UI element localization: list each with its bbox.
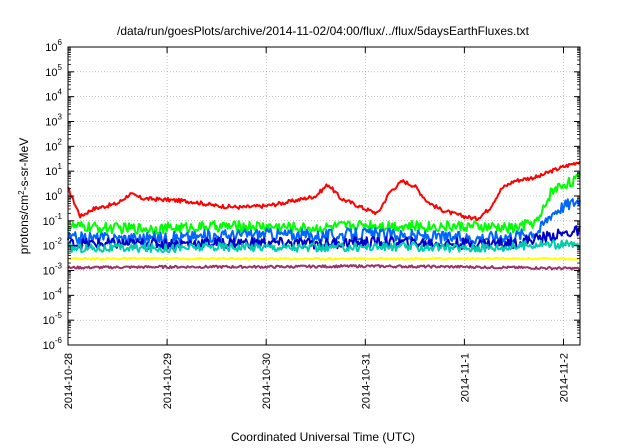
x-axis-label: Coordinated Universal Time (UTC) — [231, 430, 415, 444]
y-tick-label-base: 10 — [45, 92, 57, 104]
x-tick-label: 2014-10-29 — [162, 353, 174, 409]
series-line-6 — [67, 264, 581, 271]
y-tick-label-base: 10 — [43, 216, 55, 228]
y-tick-label-exp: -6 — [55, 336, 63, 345]
y-tick-label-base: 10 — [43, 266, 55, 278]
y-tick-label-base: 10 — [43, 241, 55, 253]
y-tick-label: 10-5 — [43, 311, 63, 327]
x-axis-ticks: 2014-10-28 2014-10-29 2014-10-30 2014-10-31… — [63, 47, 570, 409]
series-line-1 — [67, 173, 581, 235]
data-series — [67, 160, 581, 271]
y-tick-label-base: 10 — [45, 117, 57, 129]
y-tick-label-base: 10 — [45, 141, 57, 153]
y-tick-label-exp: 5 — [58, 63, 63, 72]
y-tick-label-base: 10 — [43, 340, 55, 352]
y-tick-label: 10-1 — [43, 212, 63, 228]
x-tick-label: 2014-10-31 — [360, 353, 372, 409]
y-tick-label: 104 — [45, 88, 62, 104]
grid-lines — [68, 47, 580, 345]
y-tick-label: 102 — [45, 137, 62, 153]
y-tick-label-base: 10 — [43, 315, 55, 327]
series-line-5 — [67, 256, 581, 261]
y-tick-label-exp: -5 — [55, 311, 63, 320]
y-axis-label-rest: -s-sr-MeV — [17, 138, 31, 191]
series-line-2 — [67, 198, 581, 246]
series-line-0 — [67, 160, 581, 221]
y-tick-label: 105 — [45, 63, 62, 79]
y-tick-label-base: 10 — [43, 290, 55, 302]
y-tick-label-base: 10 — [45, 166, 57, 178]
y-tick-label-exp: 1 — [58, 162, 63, 171]
y-axis-ticks: 10-610-510-410-310-210-11001011021031041… — [43, 38, 580, 352]
y-tick-label-exp: 6 — [58, 38, 63, 47]
x-tick-label: 2014-11-2 — [558, 353, 570, 402]
y-tick-label-exp: 0 — [58, 187, 63, 196]
y-tick-label-base: 10 — [45, 191, 57, 203]
y-tick-label-exp: 4 — [58, 88, 63, 97]
y-tick-label: 10-4 — [43, 286, 63, 302]
y-tick-label: 106 — [45, 38, 62, 54]
x-tick-label: 2014-10-30 — [261, 353, 273, 409]
chart-title: /data/run/goesPlots/archive/2014-11-02/0… — [117, 24, 530, 38]
y-tick-label-exp: 2 — [58, 137, 63, 146]
y-tick-label: 10-3 — [43, 262, 63, 278]
y-axis-label-sup: 2 — [17, 190, 26, 195]
x-tick-label: 2014-10-28 — [63, 353, 75, 409]
y-tick-label: 103 — [45, 113, 62, 129]
y-tick-label: 101 — [45, 162, 62, 178]
x-tick-label: 2014-11-1 — [459, 353, 471, 402]
y-axis-label-base: protons/cm — [17, 195, 31, 254]
series-line-4 — [67, 239, 581, 254]
y-tick-label-exp: -4 — [55, 286, 63, 295]
y-tick-label-exp: -1 — [55, 212, 63, 221]
y-tick-label: 100 — [45, 187, 62, 203]
y-tick-label-exp: 3 — [58, 113, 63, 122]
y-axis-label: protons/cm2-s-sr-MeV — [17, 138, 32, 254]
y-tick-label-exp: -3 — [55, 262, 63, 271]
y-tick-label-base: 10 — [45, 42, 57, 54]
y-tick-label-exp: -2 — [55, 237, 63, 246]
y-tick-label-base: 10 — [45, 67, 57, 79]
y-tick-label: 10-2 — [43, 237, 63, 253]
y-tick-label: 10-6 — [43, 336, 63, 352]
